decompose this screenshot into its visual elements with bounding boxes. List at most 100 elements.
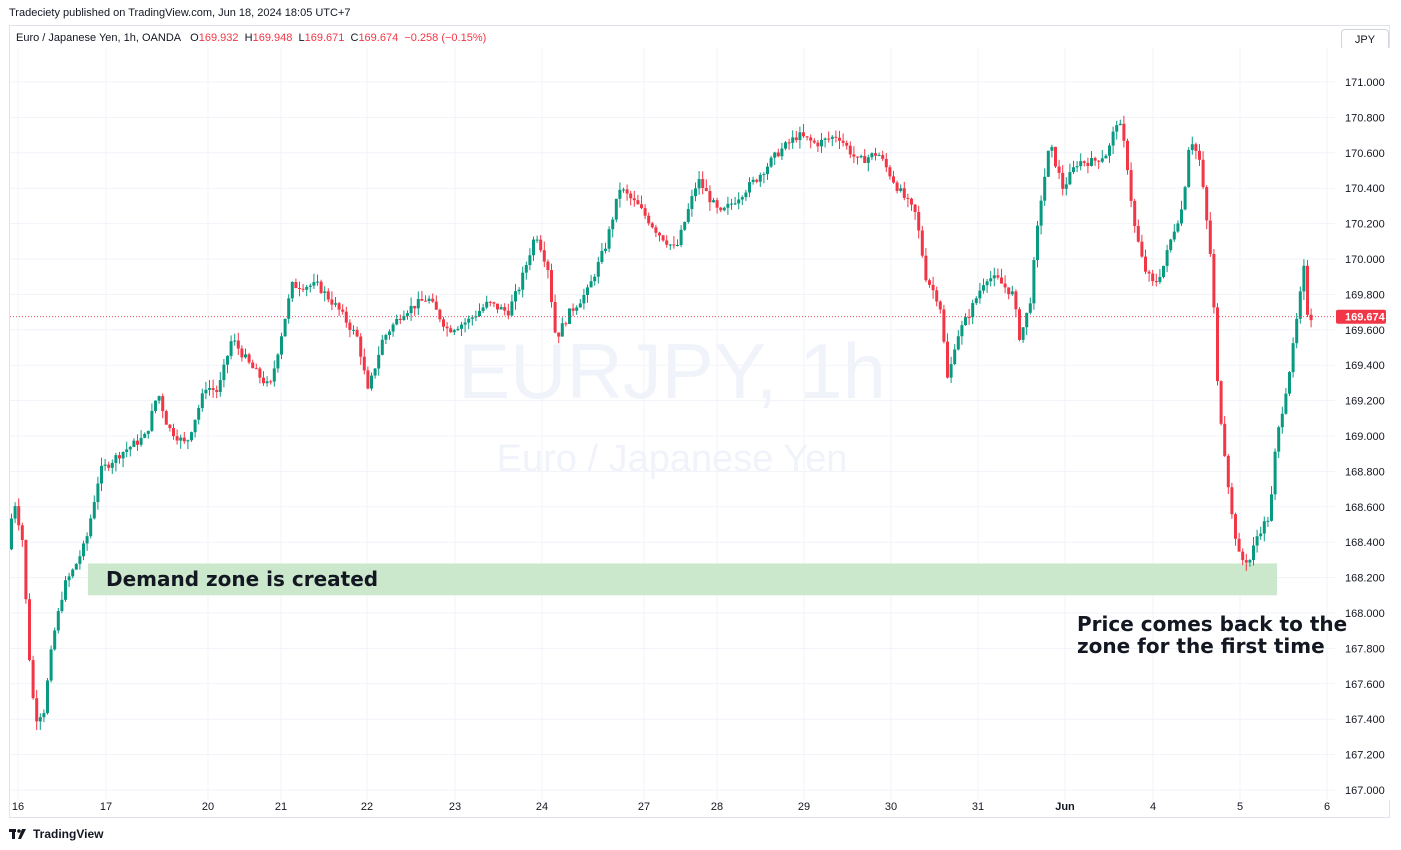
- candle-body: [362, 356, 366, 371]
- candle-body: [290, 282, 294, 299]
- symbol-description[interactable]: Euro / Japanese Yen, 1h, OANDA: [16, 32, 182, 44]
- candle-body: [686, 209, 690, 222]
- candle-body: [841, 140, 845, 143]
- candle-body: [625, 189, 629, 194]
- candle-body: [956, 336, 960, 350]
- x-tick-label: 24: [536, 801, 548, 813]
- candle-body: [1090, 158, 1093, 166]
- candle-body: [964, 317, 967, 326]
- candle-body: [733, 203, 737, 205]
- y-tick-label: 169.200: [1345, 396, 1385, 408]
- candle-body: [164, 411, 168, 425]
- candle-body: [751, 179, 755, 183]
- candle-body: [53, 630, 57, 650]
- candle-body: [438, 309, 442, 320]
- candle-body: [1025, 312, 1029, 328]
- candle-body: [532, 239, 535, 256]
- candle-body: [1126, 140, 1129, 171]
- demand-zone[interactable]: [88, 563, 1277, 596]
- y-tick-label: 169.800: [1345, 289, 1385, 301]
- candle-body: [1208, 220, 1212, 254]
- candle-body: [1302, 265, 1306, 292]
- candle-body: [787, 142, 791, 144]
- candle-body: [517, 289, 521, 292]
- candle-body: [971, 303, 975, 318]
- last-price-badge: [1336, 309, 1386, 324]
- candle-body: [917, 212, 921, 231]
- candle-body: [719, 207, 723, 211]
- candle-body: [211, 388, 215, 390]
- candle-body: [816, 142, 820, 147]
- candle-body: [445, 326, 449, 329]
- demand-zone-label: Demand zone is created: [106, 567, 378, 591]
- y-tick-label: 168.200: [1345, 573, 1385, 585]
- x-tick-label: 29: [798, 801, 810, 813]
- candle-body: [607, 229, 611, 249]
- y-tick-label: 168.800: [1345, 466, 1385, 478]
- x-tick-label: 5: [1237, 801, 1243, 813]
- candle-body: [1248, 560, 1252, 563]
- candle-body: [762, 174, 766, 176]
- currency-button[interactable]: JPY: [1341, 29, 1389, 50]
- candle-body: [539, 239, 543, 251]
- candle-body: [215, 389, 219, 392]
- candle-body: [553, 302, 557, 333]
- candle-body: [373, 368, 377, 376]
- candle-body: [683, 221, 687, 230]
- candle-body: [470, 317, 474, 319]
- candle-body: [370, 375, 373, 389]
- y-tick-label: 167.600: [1345, 679, 1385, 691]
- candle-body: [413, 305, 417, 309]
- candle-body: [103, 464, 107, 466]
- y-tick-label: 168.600: [1345, 502, 1385, 514]
- candle-body: [1198, 150, 1201, 160]
- candle-body: [359, 336, 363, 357]
- candle-body: [913, 204, 917, 213]
- candle-body: [391, 324, 395, 332]
- candle-body: [136, 440, 139, 445]
- candle-body: [622, 189, 625, 191]
- x-tick-label: 20: [202, 801, 214, 813]
- candle-body: [244, 354, 247, 358]
- candle-body: [175, 436, 179, 441]
- candle-body: [668, 244, 672, 246]
- y-tick-label: 170.600: [1345, 148, 1385, 160]
- candle-body: [791, 137, 795, 143]
- price-axis[interactable]: [1336, 48, 1390, 800]
- candle-body: [1223, 423, 1227, 456]
- candle-body: [614, 198, 618, 220]
- candle-body: [128, 446, 132, 450]
- candle-body: [1018, 309, 1021, 340]
- candle-body: [82, 543, 85, 557]
- candle-body: [1216, 307, 1219, 382]
- candle-body: [265, 381, 269, 384]
- y-tick-label: 167.200: [1345, 750, 1385, 762]
- candle-body: [1144, 256, 1147, 272]
- candle-body: [546, 261, 550, 271]
- candle-body: [1079, 161, 1083, 167]
- y-tick-label: 169.600: [1345, 325, 1385, 337]
- candle-body: [881, 155, 885, 159]
- candle-body: [1054, 146, 1057, 167]
- candle-body: [96, 483, 100, 503]
- candle-body: [852, 154, 856, 157]
- open-label: O: [190, 32, 199, 44]
- candle-body: [596, 261, 600, 277]
- candle-body: [334, 303, 337, 305]
- candle-body: [812, 140, 816, 143]
- candle-body: [92, 502, 96, 519]
- candle-body: [456, 328, 460, 331]
- candle-body: [1277, 427, 1281, 452]
- candle-body: [1190, 144, 1194, 150]
- annotation-line-2: zone for the first time: [1077, 634, 1325, 658]
- x-tick-label: 17: [100, 801, 112, 813]
- candle-body: [13, 506, 17, 519]
- candle-body: [1122, 123, 1126, 141]
- candle-body: [161, 396, 165, 412]
- candle-body: [1108, 145, 1111, 156]
- candle-body: [193, 419, 197, 433]
- candle-body: [200, 393, 204, 409]
- candle-body: [1028, 303, 1032, 313]
- high-label: H: [244, 32, 253, 44]
